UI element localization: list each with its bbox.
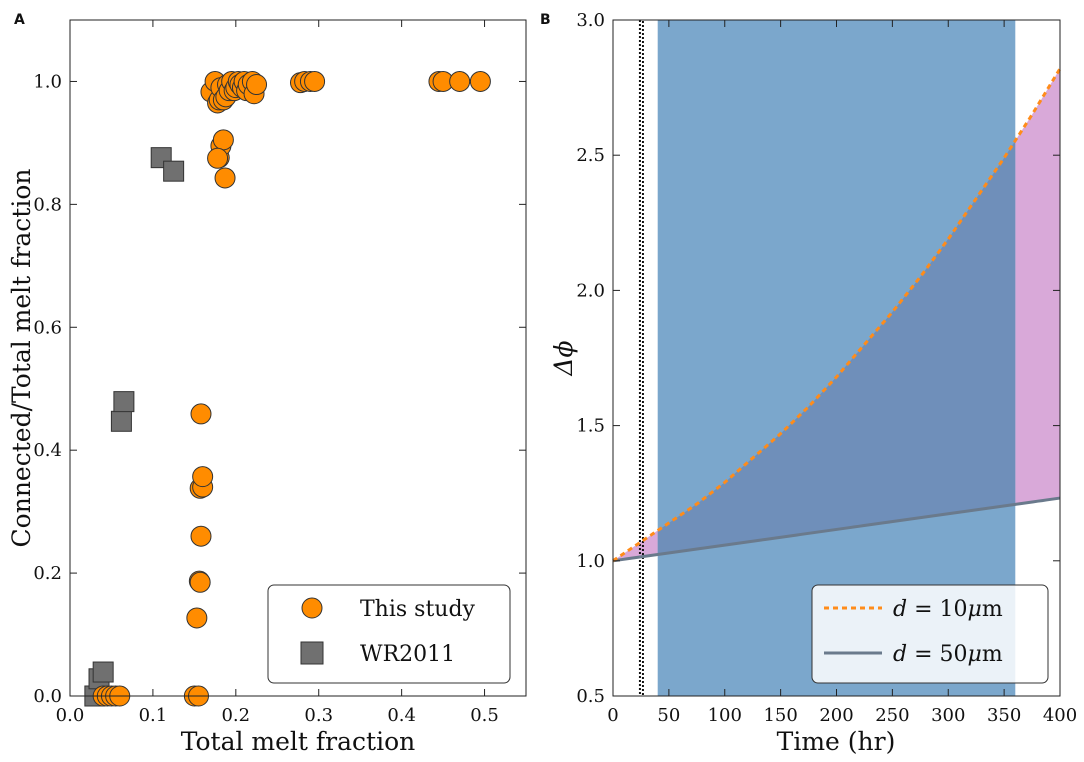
- panel-a-y-tick-label-5: 1.0: [33, 71, 62, 92]
- this-study-point-9: [189, 571, 211, 593]
- panel-a-frame: [69, 19, 527, 697]
- panel-a-y-tick-label-1: 0.2: [33, 563, 62, 584]
- panel-b-x-tick-label-1: 50: [657, 705, 680, 726]
- panel-b-y-tick-label-2: 1.5: [576, 416, 605, 437]
- panel-a-x-tick-label-0: 0.0: [56, 705, 85, 726]
- panel-a-x-tick-label-1: 0.1: [139, 705, 168, 726]
- panel-b-x-tick-label-7: 350: [987, 705, 1021, 726]
- panel-b-y-axis-label: Δϕ: [549, 340, 578, 376]
- panel-b-x-tick-label-4: 200: [819, 705, 853, 726]
- this-study-point-48: [469, 70, 491, 92]
- panel-b-d50-line: [612, 496, 1061, 563]
- panel-b-legend: d = 10μm d = 50μm: [811, 584, 1049, 684]
- this-study-point-14: [190, 403, 212, 425]
- panel-b-overlap-region: [657, 140, 1016, 555]
- panel-a-ticks: 0.0 0.1 0.2 0.3 0.4 0.5 0.0 0.2 0.4 0.6 0.8 1.0: [33, 20, 526, 726]
- panel-b-ticks: 0 50 100 150 200 250 300 350 400 0.5 1.0 1.5 2.0 2.5 3…: [576, 10, 1077, 726]
- this-study-point-35: [246, 74, 268, 96]
- legend-this-study-marker: [301, 597, 323, 619]
- panel-a-x-axis-label: Total melt fraction: [181, 727, 415, 756]
- panel-b-x-tick-label-6: 300: [931, 705, 965, 726]
- wr2011-point-6: [163, 160, 185, 182]
- this-study-point-10: [190, 525, 212, 547]
- panel-a-x-tick-label-5: 0.5: [470, 705, 499, 726]
- panel-a-chart: 0.0 0.1 0.2 0.3 0.4 0.5 0.0 0.2 0.4 0.6 0.8 1.0 Tot…: [7, 19, 527, 756]
- panel-a-y-tick-label-2: 0.4: [33, 440, 62, 461]
- legend-d50-label: d = 50μm: [893, 642, 1003, 667]
- panel-a-x-tick-label-4: 0.4: [387, 705, 416, 726]
- panel-b-x-tick-label-0: 0: [607, 705, 618, 726]
- legend-wr2011-label: WR2011: [360, 642, 455, 667]
- this-study-point-40: [207, 147, 229, 169]
- wr2011-point-4: [113, 391, 135, 413]
- this-study-point-44: [304, 70, 326, 92]
- panel-b-chart: 0 50 100 150 200 250 300 350 400 0.5 1.0 1.5 2.0 2.5 3…: [549, 10, 1077, 756]
- this-study-point-39: [214, 167, 236, 189]
- panel-a-legend-box: [267, 584, 511, 684]
- panel-a-data-points: [84, 70, 491, 707]
- panel-a-letter: A: [14, 12, 25, 28]
- panel-b-y-tick-label-1: 1.0: [576, 551, 605, 572]
- panel-b-y-tick-label-5: 3.0: [576, 10, 605, 31]
- panel-a-y-tick-label-4: 0.8: [33, 194, 62, 215]
- panel-a-legend: This study WR2011: [267, 584, 511, 684]
- panel-a-y-tick-label-0: 0.0: [33, 686, 62, 707]
- panel-b-y-tick-label-0: 0.5: [576, 686, 605, 707]
- panel-b-d10-line: [612, 67, 1062, 563]
- legend-wr2011-marker: [300, 641, 324, 665]
- panel-a-plot-area: [70, 20, 526, 696]
- panel-b-x-tick-label-3: 150: [763, 705, 797, 726]
- this-study-point-38: [212, 129, 234, 151]
- panel-a-x-tick-label-2: 0.2: [221, 705, 250, 726]
- panel-a-x-tick-label-3: 0.3: [304, 705, 333, 726]
- panel-b-x-tick-label-8: 400: [1043, 705, 1077, 726]
- legend-d10-label: d = 10μm: [893, 597, 1003, 622]
- this-study-point-13: [192, 466, 214, 488]
- wr2011-point-3: [110, 410, 132, 432]
- legend-this-study-label: This study: [360, 597, 476, 622]
- this-study-point-7: [186, 607, 208, 629]
- wr2011-point-2: [92, 661, 114, 683]
- panel-a-y-tick-label-3: 0.6: [33, 317, 62, 338]
- panel-b-x-tick-label-2: 100: [708, 705, 742, 726]
- panel-b-letter: B: [540, 12, 551, 28]
- this-study-point-47: [449, 70, 471, 92]
- panel-b-y-tick-label-3: 2.0: [576, 280, 605, 301]
- panel-b-x-axis-label: Time (hr): [777, 727, 896, 756]
- panel-a-y-axis-label: Connected/Total melt fraction: [7, 169, 36, 548]
- panel-b-pink-region-right: [1015, 68, 1060, 505]
- panel-b-x-tick-label-5: 250: [875, 705, 909, 726]
- panel-b-y-tick-label-4: 2.5: [576, 145, 605, 166]
